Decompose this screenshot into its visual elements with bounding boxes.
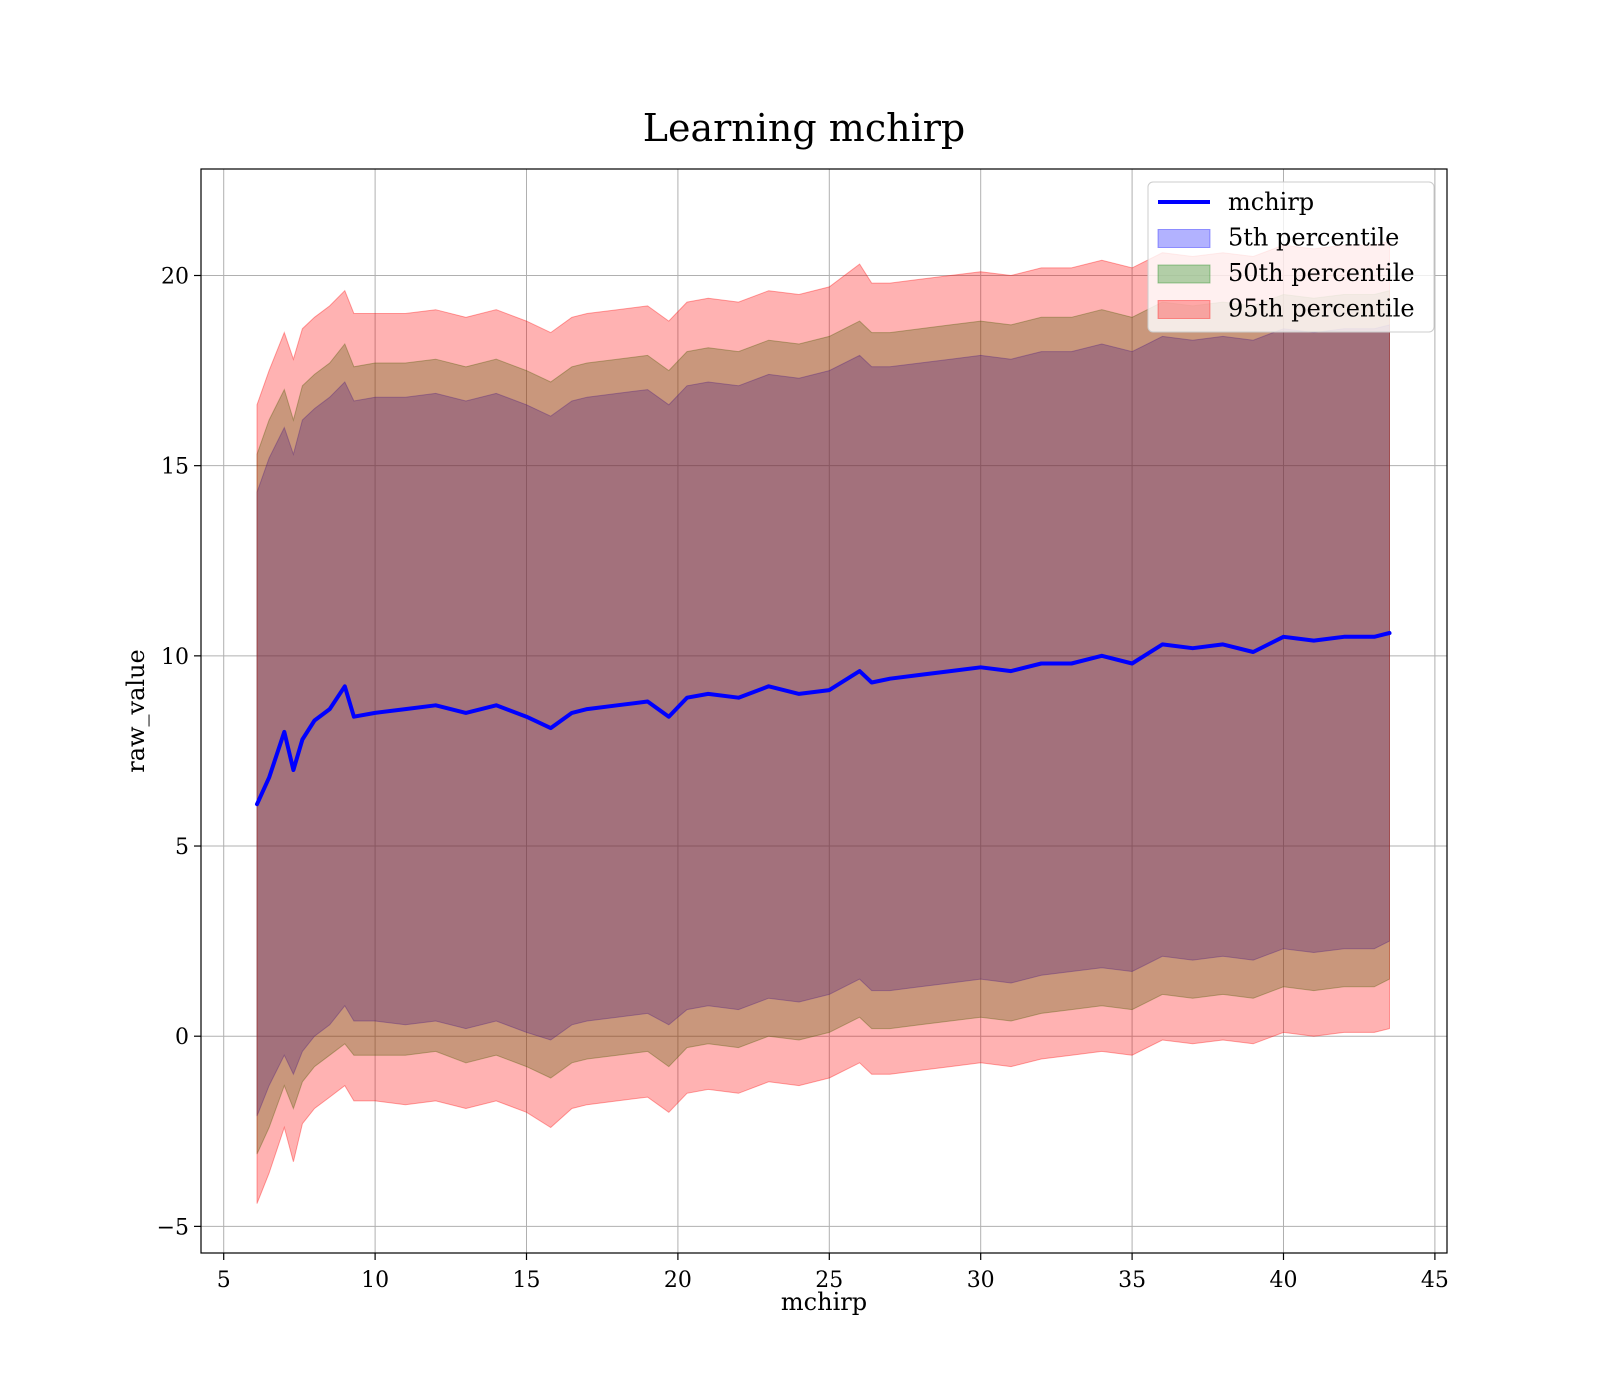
legend-label-mchirp: mchirp	[1228, 188, 1314, 216]
x-tick-label: 5	[217, 1268, 231, 1293]
y-tick-label: 5	[175, 835, 189, 860]
grid	[201, 169, 1447, 1253]
legend-swatch-5th-percentile	[1157, 229, 1211, 248]
band-5th-percentile	[256, 324, 1390, 1117]
y-tick-label: 10	[161, 645, 189, 670]
y-tick-label: 20	[161, 264, 189, 289]
legend-box	[1147, 181, 1435, 333]
y-axis-label: raw_value	[122, 649, 150, 773]
series-lines	[255, 631, 1392, 807]
x-tick-label: 40	[1269, 1268, 1297, 1293]
percentile-bands	[256, 240, 1390, 1204]
legend-swatch-50th-percentile	[1157, 264, 1211, 284]
x-tick-label: 20	[664, 1268, 692, 1293]
y-tick-label: 15	[161, 455, 189, 480]
x-axis-label: mchirp	[781, 1288, 867, 1316]
y-tick-label: 0	[175, 1025, 189, 1050]
plot-frame	[200, 168, 1448, 1254]
chart-title: Learning mchirp	[643, 106, 965, 150]
x-tick-label: 15	[513, 1268, 541, 1293]
x-tick-label: 10	[361, 1268, 389, 1293]
band-50th-percentile	[256, 290, 1390, 1155]
x-tick-label: 30	[967, 1268, 995, 1293]
x-tick-label: 45	[1421, 1268, 1449, 1293]
line-mchirp	[255, 631, 1392, 807]
axis-ticks: 5 10 15 20 25 30 35 40 45 −5 0 5 10 15 20	[157, 264, 1449, 1293]
y-tick-label: −5	[157, 1215, 189, 1240]
legend-label-50th-percentile: 50th percentile	[1228, 259, 1415, 287]
x-tick-label: 25	[815, 1268, 843, 1293]
legend-swatch-95th-percentile	[1157, 300, 1211, 319]
band-95th-percentile	[256, 240, 1390, 1204]
legend-label-5th-percentile: 5th percentile	[1228, 224, 1399, 252]
x-tick-label: 35	[1118, 1268, 1146, 1293]
legend: mchirp 5th percentile 50th percentile 95th …	[1147, 181, 1435, 333]
legend-label-95th-percentile: 95th percentile	[1228, 295, 1415, 323]
